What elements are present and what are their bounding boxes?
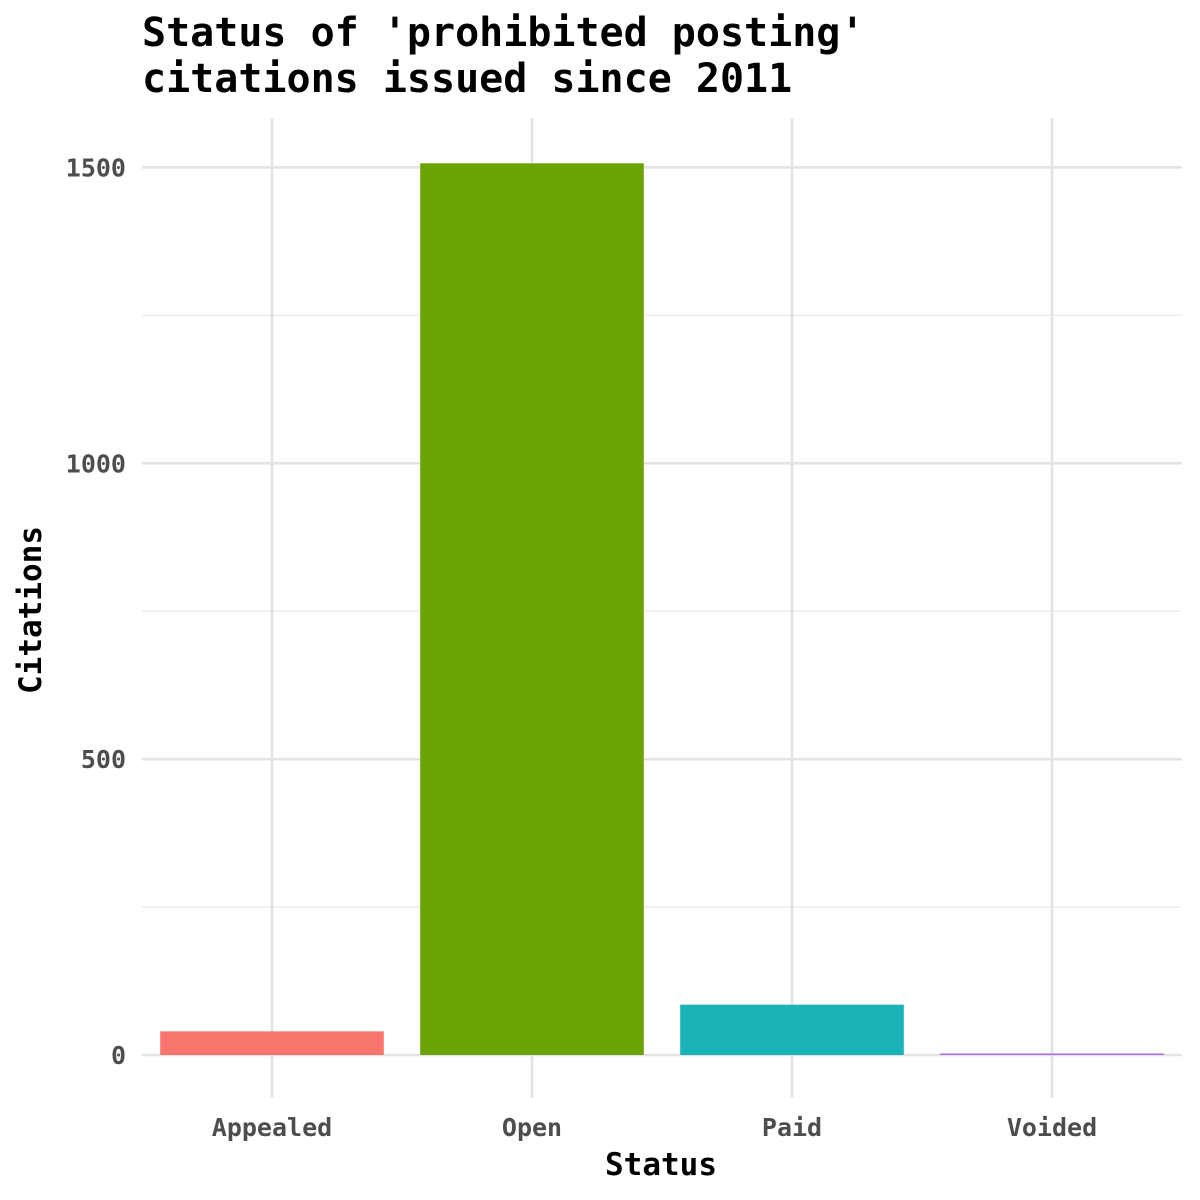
y-tick-label: 1500 [66,153,126,182]
x-axis-title: Status [605,1147,717,1183]
bars [160,163,1164,1055]
chart-title-line-1: Status of 'prohibited posting' [142,10,864,56]
y-tick-label: 0 [111,1041,126,1070]
chart-title-line-2: citations issued since 2011 [142,56,792,102]
y-axis-title: Citations [13,526,49,694]
x-tick-label: Appealed [212,1113,332,1142]
y-tick-label: 1000 [66,449,126,478]
x-tick-label: Voided [1007,1113,1097,1142]
bar-open [420,163,644,1055]
y-tick-label: 500 [81,745,126,774]
x-tick-label: Paid [762,1113,822,1142]
major-gridlines [142,118,1182,1098]
bar-appealed [160,1031,384,1055]
minor-gridlines [142,314,1182,908]
y-axis-tick-labels: 0 500 1000 1500 [66,153,126,1070]
x-axis-tick-labels: Appealed Open Paid Voided [212,1113,1097,1142]
bar-paid [680,1004,904,1055]
bar-voided [940,1053,1164,1055]
x-tick-label: Open [502,1113,562,1142]
